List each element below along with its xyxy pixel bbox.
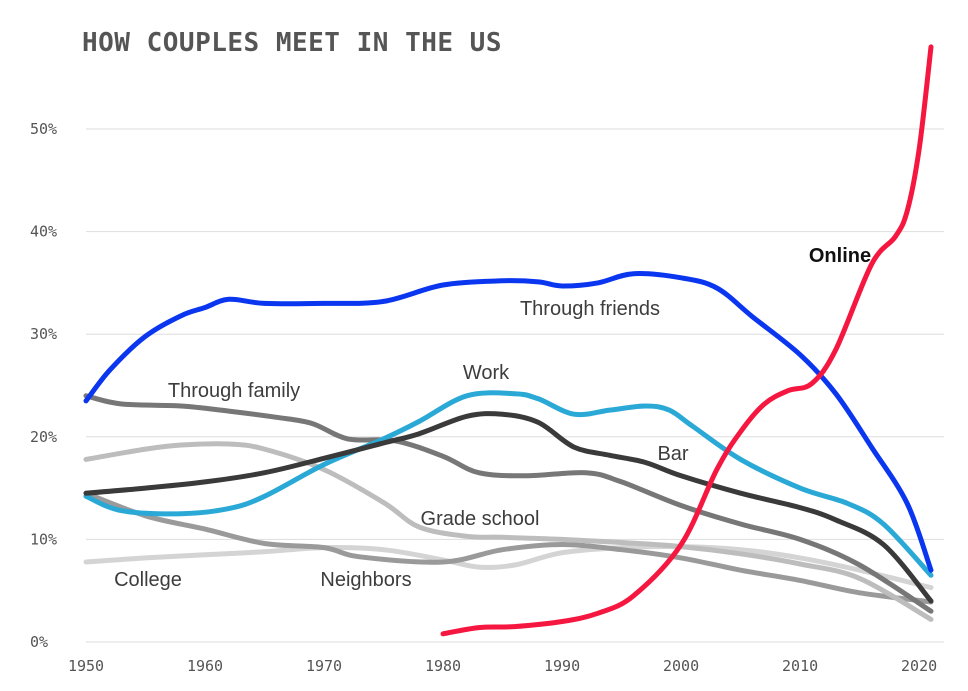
series-label-neighbors: Neighbors <box>320 569 411 591</box>
series-label-bar: Bar <box>657 443 688 465</box>
y-tick-label: 0% <box>30 633 48 651</box>
series-label-through-family: Through family <box>168 380 300 402</box>
x-tick-label: 1970 <box>306 657 342 675</box>
series-label-work: Work <box>463 362 510 384</box>
series-lines <box>83 44 934 637</box>
x-tick-label: 1950 <box>68 657 104 675</box>
series-label-grade-school: Grade school <box>421 508 540 530</box>
series-line-neighbors <box>83 490 934 605</box>
x-tick-label: 2020 <box>901 657 937 675</box>
series-line-work <box>83 390 934 578</box>
y-tick-label: 10% <box>30 530 57 548</box>
y-axis-ticks: 0% 10% 20% 30% 40% 50% <box>30 120 57 651</box>
series-line-online <box>440 44 934 637</box>
series-label-through-friends: Through friends <box>520 298 660 320</box>
series-line-grade-school <box>83 441 934 622</box>
y-tick-label: 20% <box>30 428 57 446</box>
series-line-through-family <box>83 393 934 614</box>
x-tick-label: 2000 <box>663 657 699 675</box>
series-label-college: College <box>114 569 182 591</box>
series-line-through-friends <box>83 271 934 573</box>
y-tick-label: 30% <box>30 325 57 343</box>
series-line-bar <box>83 411 934 604</box>
x-tick-label: 1990 <box>544 657 580 675</box>
series-label-online: Online <box>809 245 871 267</box>
series-line-college <box>83 543 934 591</box>
x-tick-label: 1960 <box>187 657 223 675</box>
series-labels: College Neighbors Grade school Through fami… <box>114 245 871 591</box>
x-axis-ticks: 1950 1960 1970 1980 1990 2000 2010 2020 <box>68 657 937 675</box>
x-tick-label: 2010 <box>782 657 818 675</box>
chart-title: HOW COUPLES MEET IN THE US <box>82 28 502 58</box>
y-tick-label: 50% <box>30 120 57 138</box>
x-tick-label: 1980 <box>425 657 461 675</box>
y-tick-label: 40% <box>30 223 57 241</box>
